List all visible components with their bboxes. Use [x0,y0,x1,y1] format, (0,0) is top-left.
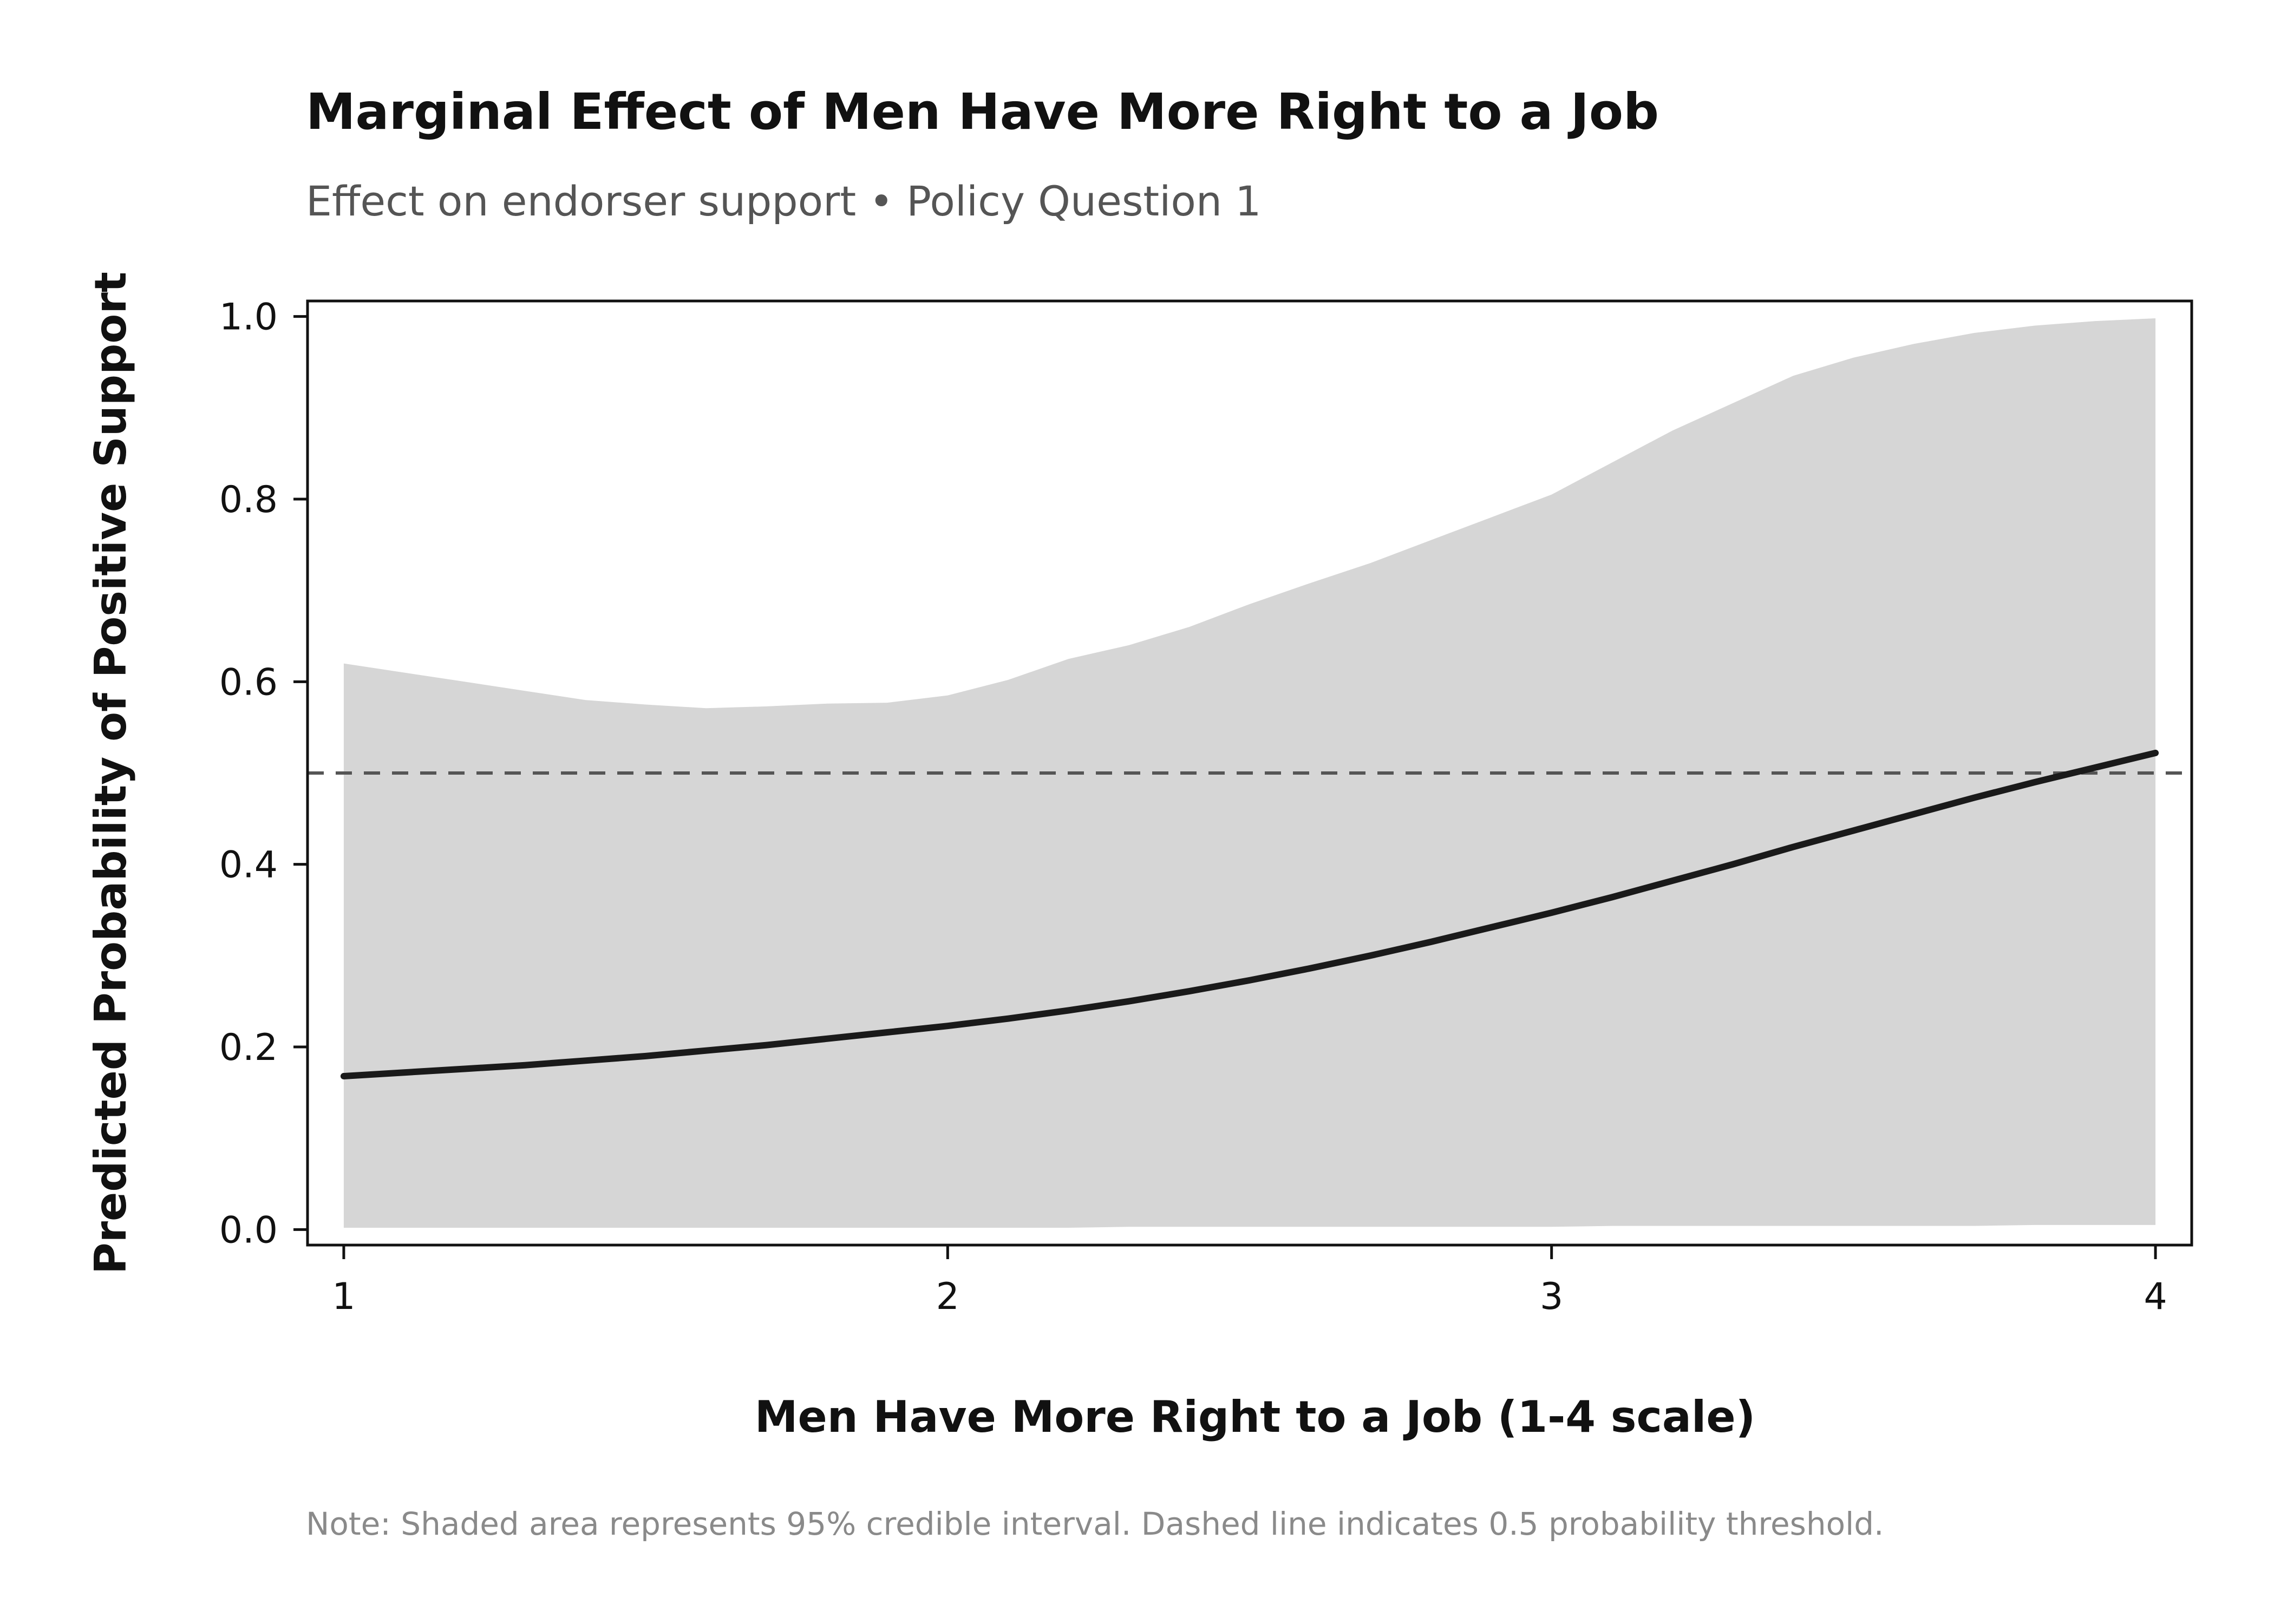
y-tick-label: 0.6 [219,661,278,704]
y-axis-label: Predicted Probability of Positive Suppor… [86,272,136,1274]
mean-line [340,749,2159,1079]
plot-frame [306,299,2193,1247]
x-tick-label: 2 [936,1275,959,1318]
chart-note: Note: Shaded area represents 95% credibl… [306,1505,1884,1542]
x-axis: 1 2 3 4 [332,1245,2167,1318]
chart-subtitle: Effect on endorser support • Policy Ques… [306,177,1262,225]
chart-title: Marginal Effect of Men Have More Right t… [306,83,1659,141]
x-axis-label: Men Have More Right to a Job (1-4 scale) [755,1392,1755,1442]
plot-area [306,299,2193,1247]
y-tick-label: 0.0 [219,1209,278,1252]
y-tick-label: 0.8 [219,479,278,521]
y-tick-label: 0.2 [219,1026,278,1069]
y-tick-label: 1.0 [219,296,278,339]
x-tick-label: 4 [2144,1275,2167,1318]
x-tick-label: 3 [1540,1275,1563,1318]
y-axis: 0.0 0.2 0.4 0.6 0.8 1.0 [219,296,308,1252]
y-tick-label: 0.4 [219,844,278,887]
x-tick-label: 1 [332,1275,355,1318]
